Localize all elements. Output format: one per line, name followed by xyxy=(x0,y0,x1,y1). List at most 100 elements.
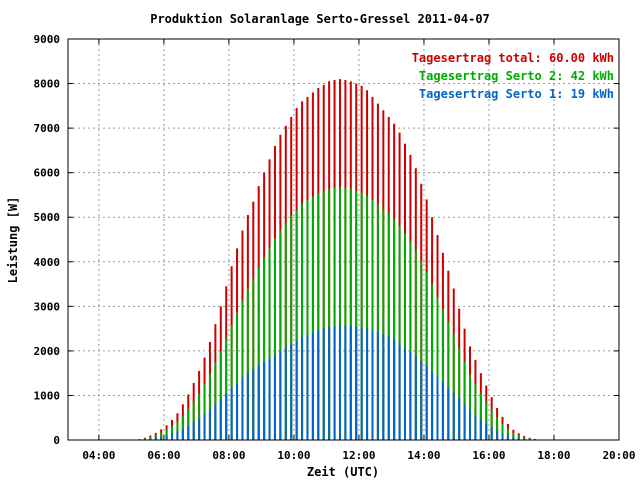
bar-serto1 xyxy=(263,362,266,440)
bar-serto2 xyxy=(338,187,341,440)
legend-entry-serto2: Tagesertrag Serto 2: 42 kWh xyxy=(419,69,614,83)
bar-serto2 xyxy=(376,204,379,440)
bar-serto2 xyxy=(409,241,412,440)
bar-serto1 xyxy=(181,428,184,440)
bar-serto1 xyxy=(192,422,195,440)
bar-serto2 xyxy=(295,209,298,440)
bar-serto2 xyxy=(441,309,444,440)
bar-serto2 xyxy=(452,334,455,440)
legend-entry-serto1: Tagesertrag Serto 1: 19 kWh xyxy=(419,87,614,101)
bar-serto1 xyxy=(236,382,239,440)
bar-serto1 xyxy=(485,423,488,440)
x-tick-label: 16:00 xyxy=(472,449,505,462)
bar-serto2 xyxy=(252,278,255,440)
y-tick-label: 7000 xyxy=(34,122,61,135)
bar-serto2 xyxy=(474,383,477,440)
bar-serto2 xyxy=(160,432,163,440)
bar-serto2 xyxy=(225,338,228,440)
bar-serto1 xyxy=(355,326,358,440)
y-axis-label: Leistung [W] xyxy=(6,197,20,284)
bar-serto2 xyxy=(236,312,239,440)
bar-serto1 xyxy=(203,414,206,440)
bar-serto1 xyxy=(257,365,260,440)
bar-serto1 xyxy=(208,409,211,440)
bar-serto1 xyxy=(463,404,466,440)
bar-serto1 xyxy=(387,336,390,440)
bar-serto2 xyxy=(403,233,406,440)
bar-serto1 xyxy=(171,433,174,440)
bar-serto1 xyxy=(403,347,406,440)
bar-serto2 xyxy=(485,402,488,440)
bar-serto1 xyxy=(246,373,249,440)
bar-serto1 xyxy=(496,430,499,440)
bar-serto2 xyxy=(154,435,157,440)
bar-serto2 xyxy=(181,415,184,440)
bar-serto1 xyxy=(409,351,412,440)
x-tick-label: 14:00 xyxy=(407,449,440,462)
bar-serto2 xyxy=(165,429,168,440)
bar-serto2 xyxy=(263,257,266,440)
bar-serto2 xyxy=(284,222,287,440)
bar-serto2 xyxy=(317,193,320,440)
y-tick-label: 1000 xyxy=(34,389,61,402)
x-tick-label: 04:00 xyxy=(82,449,115,462)
bar-serto2 xyxy=(149,436,152,440)
bar-serto2 xyxy=(387,214,390,440)
bar-serto1 xyxy=(176,431,179,440)
bar-serto2 xyxy=(208,374,211,440)
bar-serto1 xyxy=(219,399,222,440)
bar-serto2 xyxy=(523,437,526,440)
y-tick-label: 9000 xyxy=(34,33,61,46)
y-tick-label: 5000 xyxy=(34,211,61,224)
bars xyxy=(138,79,547,441)
bar-serto1 xyxy=(311,332,314,440)
bar-serto2 xyxy=(528,438,531,440)
bar-serto1 xyxy=(160,436,163,440)
bar-serto1 xyxy=(393,339,396,440)
bar-serto1 xyxy=(290,344,293,440)
y-tick-label: 0 xyxy=(53,434,60,447)
bar-serto2 xyxy=(203,384,206,440)
bar-serto2 xyxy=(311,196,314,440)
bar-serto2 xyxy=(176,421,179,440)
bar-serto2 xyxy=(393,219,396,440)
bar-serto2 xyxy=(219,350,222,440)
y-ticks: 0 1000 2000 3000 4000 5000 6000 7000 8000 9000 xyxy=(34,33,619,447)
plot-frame xyxy=(67,38,620,441)
bar-serto1 xyxy=(523,438,526,440)
bar-serto1 xyxy=(458,398,461,440)
bar-serto1 xyxy=(317,330,320,440)
bar-serto2 xyxy=(192,401,195,440)
bar-serto1 xyxy=(306,334,309,440)
bar-serto2 xyxy=(425,272,428,440)
y-tick-label: 6000 xyxy=(34,167,61,180)
y-tick-label: 4000 xyxy=(34,256,61,269)
bar-serto1 xyxy=(225,393,228,440)
bar-serto2 xyxy=(360,192,363,440)
bar-serto1 xyxy=(371,330,374,440)
bar-serto1 xyxy=(366,328,369,440)
bar-serto2 xyxy=(290,215,293,440)
bar-serto1 xyxy=(436,376,439,440)
x-tick-label: 20:00 xyxy=(602,449,635,462)
legend: Tagesertrag total: 60.00 kWh Tagesertrag… xyxy=(412,51,614,101)
bar-serto1 xyxy=(425,366,428,440)
bar-serto2 xyxy=(279,230,282,440)
bar-serto1 xyxy=(349,325,352,440)
bar-serto2 xyxy=(257,267,260,440)
bar-serto2 xyxy=(273,238,276,440)
bar-serto2 xyxy=(355,190,358,440)
bar-serto1 xyxy=(447,387,450,440)
bar-serto2 xyxy=(479,393,482,440)
bar-serto2 xyxy=(458,348,461,440)
chart-title: Produktion Solaranlage Serto-Gressel 201… xyxy=(150,12,490,26)
bar-serto2 xyxy=(187,409,190,440)
bar-serto2 xyxy=(344,187,347,440)
bar-serto1 xyxy=(398,343,401,440)
bar-serto1 xyxy=(230,388,233,440)
bar-serto1 xyxy=(506,435,509,440)
x-tick-label: 18:00 xyxy=(537,449,570,462)
bar-serto2 xyxy=(436,296,439,440)
bar-serto1 xyxy=(452,392,455,440)
